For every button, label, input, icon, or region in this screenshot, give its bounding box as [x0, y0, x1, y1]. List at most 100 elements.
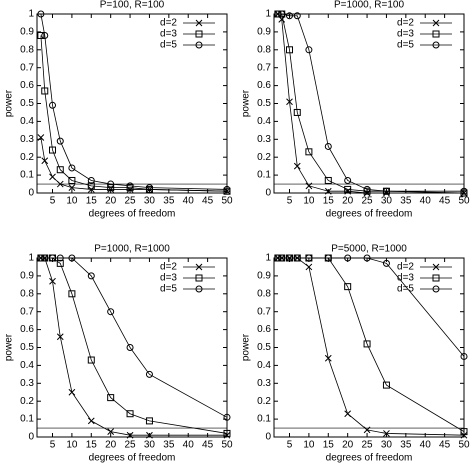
- x-tick-label: 25: [361, 440, 373, 451]
- chart-title: P=1000, R=1000: [94, 244, 170, 255]
- x-axis-label: degrees of freedom: [326, 209, 413, 220]
- x-tick-label: 5: [50, 196, 56, 207]
- marker: [87, 176, 95, 184]
- legend-marker: [195, 285, 203, 293]
- marker: [56, 180, 64, 188]
- legend-marker: [432, 274, 440, 282]
- y-tick-label: 0.5: [20, 98, 34, 109]
- y-tick-label: 0: [28, 188, 34, 199]
- x-axis-label: degrees of freedom: [89, 453, 176, 463]
- y-tick-label: 0.5: [257, 342, 271, 353]
- series-line: [277, 13, 465, 194]
- marker: [68, 184, 76, 191]
- x-tick-label: 5: [287, 440, 293, 451]
- marker: [382, 381, 390, 389]
- x-axis-label: degrees of freedom: [89, 209, 176, 220]
- x-tick-label: 20: [105, 196, 117, 207]
- panel: P=1000, R=100 degrees of freedom power 0 0.1…: [241, 0, 470, 220]
- y-tick-label: 0.4: [20, 360, 34, 371]
- marker: [223, 429, 231, 437]
- x-tick-label: 40: [183, 196, 195, 207]
- x-tick-label: 45: [202, 196, 214, 207]
- legend-marker: [432, 285, 440, 293]
- marker: [126, 182, 134, 190]
- marker: [344, 185, 352, 193]
- y-tick-label: 0.7: [20, 306, 34, 317]
- marker: [305, 46, 313, 54]
- y-tick-label: 0: [265, 188, 271, 199]
- y-tick-label: 1: [265, 253, 271, 264]
- marker: [382, 259, 390, 267]
- x-tick-label: 30: [144, 196, 156, 207]
- legend-label: d=2: [160, 18, 177, 29]
- y-tick-label: 0.9: [20, 27, 34, 38]
- y-tick-label: 0.1: [20, 414, 34, 425]
- series-line: [40, 257, 227, 436]
- y-axis-label: power: [241, 89, 252, 117]
- plot-frame: [273, 257, 465, 438]
- marker: [87, 417, 95, 425]
- legend-label: d=5: [160, 284, 177, 295]
- marker: [145, 184, 153, 192]
- x-tick-label: 20: [342, 440, 354, 451]
- y-tick-label: 0.5: [20, 342, 34, 353]
- legend-marker: [195, 41, 203, 49]
- series-line: [277, 257, 465, 357]
- marker: [41, 87, 49, 95]
- y-tick-label: 0.2: [20, 396, 34, 407]
- y-tick-label: 0.4: [20, 116, 34, 127]
- marker: [286, 46, 294, 54]
- marker: [107, 180, 115, 188]
- x-tick-label: 35: [163, 196, 175, 207]
- marker: [87, 186, 95, 193]
- y-tick-label: 0.7: [257, 62, 271, 73]
- marker: [286, 12, 294, 20]
- marker: [56, 166, 64, 174]
- y-tick-label: 0.4: [257, 116, 271, 127]
- x-tick-label: 40: [183, 440, 195, 451]
- legend-marker: [432, 263, 440, 271]
- panel: P=1000, R=1000 degrees of freedom power 0 0.…: [4, 244, 233, 464]
- marker: [41, 254, 49, 262]
- legend-label: d=2: [397, 262, 414, 273]
- marker: [363, 426, 371, 434]
- marker: [286, 254, 294, 262]
- y-tick-label: 1: [265, 9, 271, 20]
- x-tick-label: 10: [303, 440, 315, 451]
- marker: [37, 254, 45, 262]
- marker: [363, 254, 371, 262]
- marker: [37, 31, 45, 39]
- x-tick-label: 15: [86, 440, 98, 451]
- legend-label: d=5: [397, 284, 414, 295]
- marker: [49, 101, 57, 109]
- y-tick-label: 0.6: [257, 80, 271, 91]
- x-tick-label: 10: [66, 196, 78, 207]
- marker: [126, 344, 134, 351]
- x-tick-label: 15: [323, 196, 335, 207]
- legend-marker: [432, 30, 440, 38]
- marker: [126, 410, 134, 418]
- x-tick-label: 45: [439, 196, 451, 207]
- marker: [49, 146, 57, 154]
- legend-label: d=5: [160, 40, 177, 51]
- marker: [107, 184, 115, 192]
- x-axis-label: degrees of freedom: [326, 453, 413, 463]
- marker: [324, 187, 332, 195]
- marker: [324, 176, 332, 184]
- y-tick-label: 0.1: [257, 414, 271, 425]
- marker: [460, 352, 468, 360]
- y-tick-label: 0.8: [257, 288, 271, 299]
- legend-marker: [195, 263, 203, 271]
- marker: [56, 254, 64, 262]
- x-tick-label: 50: [458, 196, 470, 207]
- marker: [87, 182, 95, 190]
- marker: [41, 157, 49, 165]
- y-tick-label: 0.2: [257, 152, 271, 163]
- x-tick-label: 15: [86, 196, 98, 207]
- marker: [68, 388, 76, 396]
- marker: [293, 254, 301, 262]
- y-tick-label: 0.3: [257, 378, 271, 389]
- y-tick-label: 0.9: [257, 271, 271, 282]
- marker: [68, 176, 76, 184]
